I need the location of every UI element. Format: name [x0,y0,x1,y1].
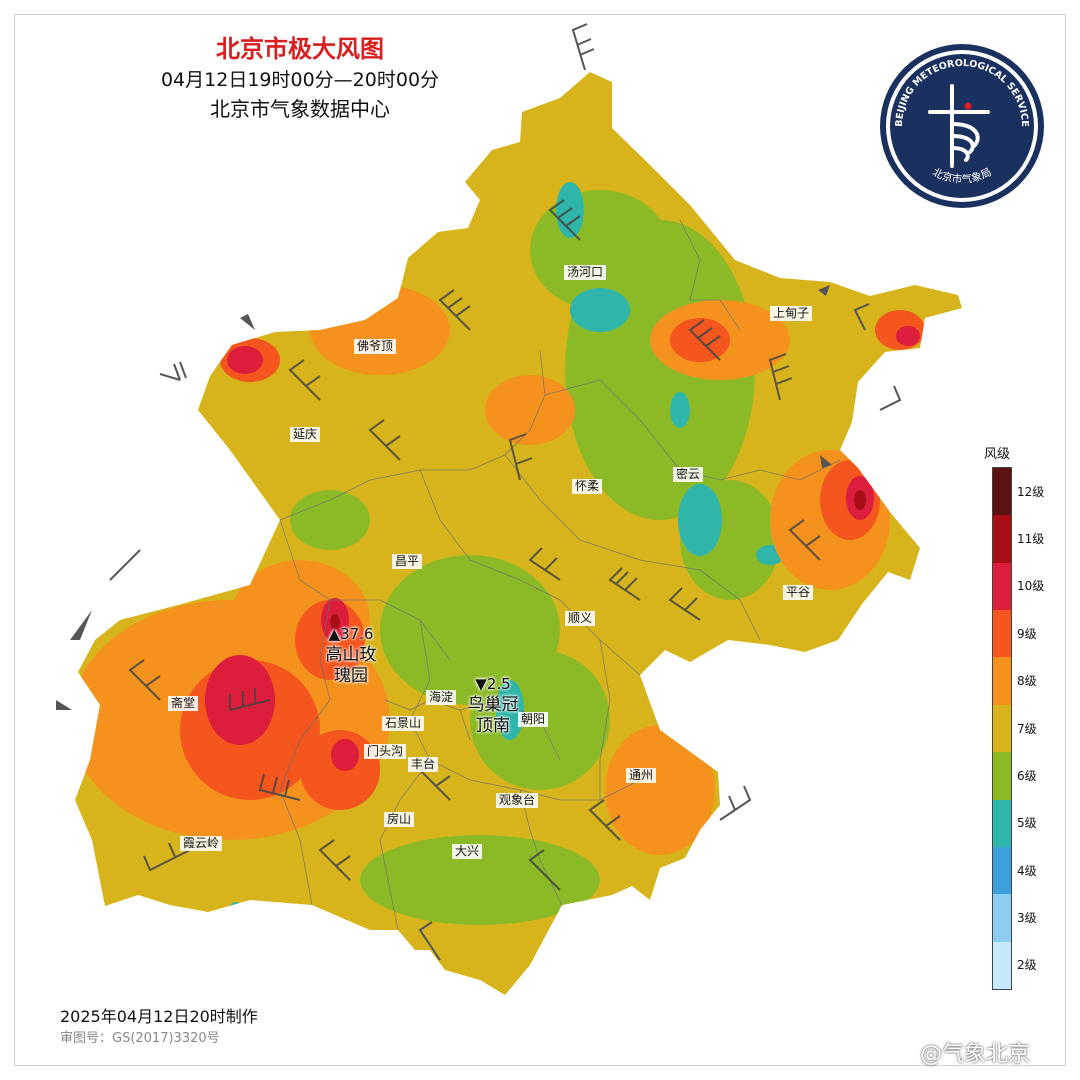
station-markers [56,285,832,710]
legend-level-label: 3级 [1017,910,1037,925]
min-wind-value: 2.5 [486,675,511,693]
legend-level-label: 12级 [1017,484,1045,499]
legend-swatch [993,846,1011,895]
legend-level-label: 8级 [1017,674,1037,689]
place-shunyi: 顺义 [565,611,596,626]
map-source: 北京市气象数据中心 [210,97,390,121]
place-changping: 昌平 [392,554,423,569]
place-miyun: 密云 [673,467,704,482]
place-haidian: 海淀 [426,690,457,705]
svg-text:北京市气象局: 北京市气象局 [930,166,993,186]
legend-level-label: 2级 [1017,958,1037,973]
border-barbs [109,23,902,961]
made-time: 2025年04月12日20时制作 [60,1007,258,1026]
place-huairou: 怀柔 [572,479,603,494]
wind-level-legend [992,467,1012,990]
meteorological-service-emblem-icon: BEIJING METEOROLOGICAL SERVICE 北京市气象局 [880,44,1044,208]
legend-swatch [993,941,1011,989]
max-wind-station-name: 高山玫瑰园 [325,645,377,686]
place-zhaitang: 斋堂 [168,696,199,711]
legend-swatch [993,752,1011,800]
place-shangdianzi: 上甸子 [770,306,813,321]
map-title-block: 北京市极大风图 04月12日19时00分—20时00分 北京市气象数据中心 [0,32,600,124]
legend-level-label: 7级 [1017,721,1037,736]
logo-name: 北京市气象局 [930,166,993,186]
legend-level-label: 6级 [1017,768,1037,783]
max-wind-value: 37.6 [340,625,374,643]
legend-level-label: 5级 [1017,816,1037,831]
legend-swatch [993,468,1011,516]
max-wind-station: ▲37.6 高山玫瑰园 [306,624,396,687]
place-fengtai: 丰台 [408,757,439,772]
min-wind-station-name: 鸟巢冠顶南 [467,695,519,736]
place-tanghekou: 汤河口 [564,265,607,280]
legend-level-label: 9级 [1017,626,1037,641]
place-daxing: 大兴 [452,844,483,859]
map-approval-number: 审图号：GS(2017)3320号 [60,1031,220,1046]
map-title: 北京市极大风图 [216,35,384,63]
map-time-period: 04月12日19时00分—20时00分 [160,69,440,91]
legend-swatch [993,704,1011,753]
place-mentougou: 门头沟 [364,744,407,759]
legend-title: 风级 [984,447,1011,462]
place-xiayunling: 霞云岭 [180,836,223,851]
legend-swatch [993,562,1011,611]
legend-swatch [993,894,1011,942]
weibo-watermark: @气象北京 [920,1042,1031,1067]
map-frame [14,14,1066,1066]
district-boundaries [279,219,841,931]
legend-swatch [993,799,1011,847]
min-wind-station: ▼2.5 鸟巢冠顶南 [448,674,538,737]
place-pinggu: 平谷 [783,585,814,600]
place-foyeding: 佛爷顶 [354,339,397,354]
max-wind-marker: ▲ [328,625,341,643]
legend-swatch [993,657,1011,705]
legend-swatch [993,610,1011,658]
legend-level-label: 4级 [1017,863,1037,878]
place-yanqing: 延庆 [290,427,321,442]
legend-level-label: 10级 [1017,579,1045,594]
legend-swatch [993,515,1011,563]
min-wind-marker: ▼ [475,675,487,693]
place-chaoyang: 朝阳 [518,712,549,727]
place-guanxiangtai: 观象台 [496,793,539,808]
legend-level-label: 11级 [1017,532,1045,547]
place-tongzhou: 通州 [626,768,657,783]
place-shijingshan: 石景山 [382,716,425,731]
place-fangshan: 房山 [384,812,415,827]
